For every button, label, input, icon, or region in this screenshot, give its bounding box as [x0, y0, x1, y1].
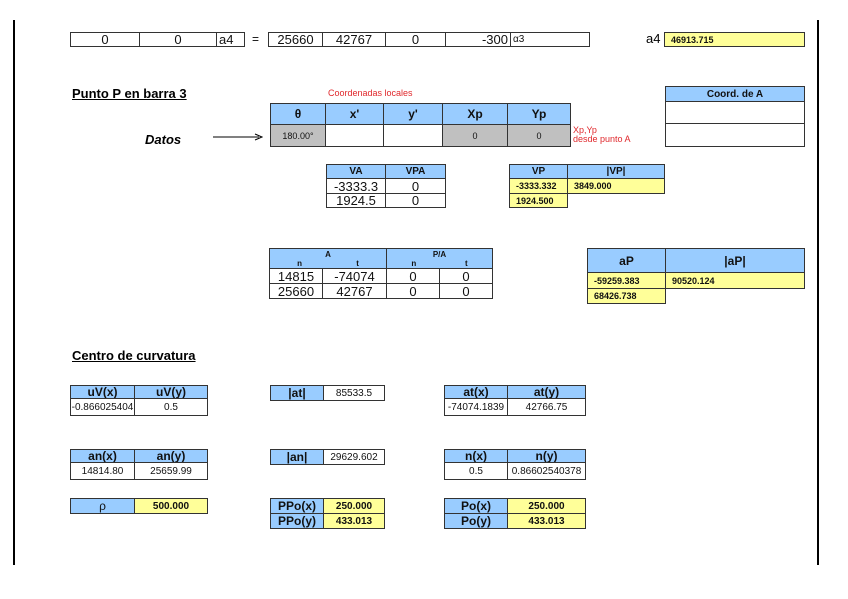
group-label: P/A [432, 249, 447, 259]
poy-value[interactable]: 433.013 [507, 513, 586, 529]
theta-input[interactable]: 180.00° [270, 124, 326, 147]
xp-header: Xp [442, 103, 508, 125]
cell[interactable]: 14814.80 [70, 462, 135, 480]
coord-a-header: Coord. de A [665, 86, 805, 102]
atx-header: at(x) [444, 385, 508, 399]
cell[interactable]: 1924.5 [326, 193, 386, 208]
right-border [817, 20, 819, 565]
cell[interactable]: -74074.1839 [444, 398, 508, 416]
a4-value[interactable]: 46913.715 [664, 32, 805, 47]
yp-header: Yp [507, 103, 571, 125]
ppox-value[interactable]: 250.000 [323, 498, 385, 514]
sub-label: t [464, 258, 468, 268]
uvy-header: uV(y) [134, 385, 208, 399]
vpa-header: VPA [385, 164, 446, 179]
ap-mag-header: |aP| [665, 248, 805, 273]
cell[interactable]: 0 [385, 178, 446, 194]
section-title: Punto P en barra 3 [72, 86, 187, 101]
cell[interactable]: 42766.75 [507, 398, 586, 416]
sub-label: n [411, 258, 417, 268]
pox-value[interactable]: 250.000 [507, 498, 586, 514]
cell[interactable]: 90520.124 [665, 272, 805, 289]
xpyp-note: Xp,Yp desde punto A [573, 126, 631, 144]
cell[interactable]: -74074 [322, 268, 387, 284]
cell[interactable]: 42767 [322, 32, 386, 47]
cell[interactable]: 0 [439, 283, 493, 299]
vp-header: VP [509, 164, 568, 179]
local-coords-label: Coordenadas locales [328, 88, 413, 98]
sub-label: t [356, 258, 359, 268]
cell[interactable]: a4 [216, 32, 245, 47]
anx-header: an(x) [70, 449, 135, 463]
cell[interactable]: -3333.332 [509, 178, 568, 194]
cell[interactable]: 0 [139, 32, 217, 47]
cell[interactable]: -0.866025404 [70, 398, 135, 416]
cell[interactable]: 0 [70, 32, 140, 47]
cell[interactable]: -3333.3 [326, 178, 386, 194]
datos-label: Datos [145, 132, 182, 147]
aty-header: at(y) [507, 385, 586, 399]
arrow-right-icon [213, 133, 263, 141]
ppoy-value[interactable]: 433.013 [323, 513, 385, 529]
cell[interactable]: -59259.383 [587, 272, 666, 289]
cell[interactable]: 0.5 [134, 398, 208, 416]
cell[interactable]: 25659.99 [134, 462, 208, 480]
an-mag-value[interactable]: 29629.602 [323, 449, 385, 465]
uvx-header: uV(x) [70, 385, 135, 399]
nx-header: n(x) [444, 449, 508, 463]
pox-label: Po(x) [444, 498, 508, 514]
coord-a-cell[interactable] [665, 123, 805, 147]
vp-mag-header: |VP| [567, 164, 665, 179]
ppox-label: PPo(x) [270, 498, 324, 514]
cell[interactable]: 0 [386, 283, 440, 299]
sub-label: n [297, 258, 302, 268]
poy-label: Po(y) [444, 513, 508, 529]
cell[interactable]: 1924.500 [509, 193, 568, 208]
y-local-header: y' [383, 103, 443, 125]
cell[interactable]: 42767 [322, 283, 387, 299]
ap-header: aP [587, 248, 666, 273]
y-local-input[interactable] [383, 124, 443, 147]
cell[interactable]: 0.5 [444, 462, 508, 480]
cell[interactable]: α3 [510, 32, 590, 47]
section-title: Centro de curvatura [72, 348, 196, 363]
va-header: VA [326, 164, 386, 179]
yp-input[interactable]: 0 [507, 124, 571, 147]
cell[interactable]: 0.86602540378 [507, 462, 586, 480]
an-mag-label: |an| [270, 449, 324, 465]
at-mag-value[interactable]: 85533.5 [323, 385, 385, 401]
a4-label: a4 [646, 31, 661, 46]
rho-value[interactable]: 500.000 [134, 498, 208, 514]
ny-header: n(y) [507, 449, 586, 463]
cell[interactable]: 68426.738 [587, 288, 666, 304]
cell[interactable]: 14815 [269, 268, 323, 284]
cell[interactable]: 0 [385, 32, 446, 47]
ppoy-label: PPo(y) [270, 513, 324, 529]
cell[interactable]: 0 [386, 268, 440, 284]
note-line: desde punto A [573, 134, 631, 144]
cell[interactable]: 25660 [268, 32, 323, 47]
left-border [13, 20, 15, 565]
cell[interactable]: 0 [385, 193, 446, 208]
coord-a-cell[interactable] [665, 101, 805, 124]
cell[interactable]: 3849.000 [567, 178, 665, 194]
equals-sign: = [252, 32, 260, 46]
theta-header: θ [270, 103, 326, 125]
group-label: A [325, 249, 331, 259]
pa-group-header: P/A n t [386, 248, 493, 269]
at-mag-label: |at| [270, 385, 324, 401]
cell[interactable]: 25660 [269, 283, 323, 299]
x-local-header: x' [325, 103, 384, 125]
any-header: an(y) [134, 449, 208, 463]
rho-label: ρ [70, 498, 135, 514]
xp-input[interactable]: 0 [442, 124, 508, 147]
cell[interactable]: 0 [439, 268, 493, 284]
note-line: Xp,Yp [573, 125, 597, 135]
cell[interactable]: -300 [445, 32, 511, 47]
x-local-input[interactable] [325, 124, 384, 147]
